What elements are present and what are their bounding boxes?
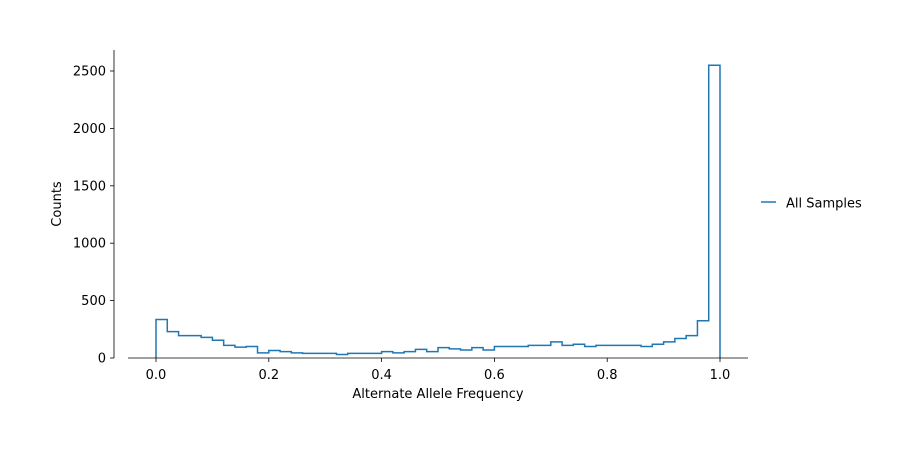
y-tick-label: 1500 xyxy=(73,179,106,194)
x-tick-label: 1.0 xyxy=(710,368,731,383)
y-tick-label: 2500 xyxy=(73,65,106,80)
y-tick-label: 1000 xyxy=(73,237,106,252)
x-axis-title: Alternate Allele Frequency xyxy=(352,387,523,402)
histogram-step-line xyxy=(155,64,721,358)
y-tick-label: 500 xyxy=(81,294,106,309)
x-tick-label: 0.8 xyxy=(597,368,618,383)
x-axis-ticks: 0.0 0.2 0.4 0.6 0.8 1.0 xyxy=(146,358,731,383)
y-tick-label: 0 xyxy=(98,352,106,367)
y-axis-ticks: 0 500 1000 1500 2000 2500 xyxy=(73,65,114,367)
x-tick-label: 0.2 xyxy=(258,368,279,383)
y-axis-title: Counts xyxy=(50,181,65,227)
legend-label-all-samples: All Samples xyxy=(786,197,862,212)
x-tick-label: 0.0 xyxy=(146,368,167,383)
x-tick-label: 0.4 xyxy=(371,368,392,383)
y-tick-label: 2000 xyxy=(73,122,106,137)
legend: All Samples xyxy=(761,197,862,212)
x-tick-label: 0.6 xyxy=(484,368,505,383)
